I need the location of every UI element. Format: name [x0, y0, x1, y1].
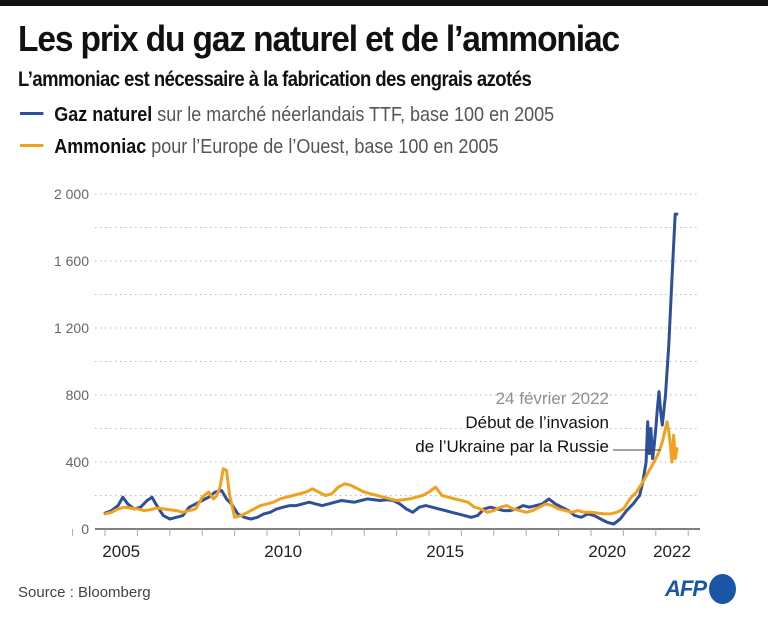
legend-desc-gas: sur le marché néerlandais TTF, base 100 …: [152, 104, 555, 126]
gridlines: [95, 193, 700, 496]
y-tick-label: 800: [66, 387, 90, 403]
legend-desc-ammonia: pour l’Europe de l’Ouest, base 100 en 20…: [146, 136, 499, 158]
x-tick-label: 2015: [426, 542, 464, 561]
legend-swatch-ammonia: [20, 144, 44, 148]
invasion-annotation: 24 février 2022 Début de l’invasion de l…: [415, 389, 661, 456]
y-tick-label: 1 600: [54, 253, 89, 269]
x-tick-label: 2005: [102, 542, 140, 561]
source-note: Source : Bloomberg: [18, 584, 151, 601]
x-tick-label: 2022: [653, 542, 691, 561]
series-lines: [103, 212, 679, 526]
x-axis: 2005 2010 2015 2020 2022: [72, 528, 700, 561]
legend-item-gas: Gaz naturel sur le marché néerlandais TT…: [20, 104, 554, 127]
y-tick-label: 2 000: [54, 186, 89, 202]
y-axis-ticks: 0 400 800 1 200 1 600 2 000: [54, 186, 89, 537]
chart-subtitle: L’ammoniac est nécessaire à la fabricati…: [18, 68, 532, 91]
series-line-ammoniac: [103, 420, 679, 519]
afp-logo: AFP: [665, 574, 736, 604]
afp-logo-text: AFP: [665, 576, 707, 601]
y-tick-label: 0: [81, 521, 89, 537]
series-line-gaz-naturel: [103, 212, 679, 526]
afp-logo-dot: [709, 574, 736, 604]
legend-label-gas: Gaz naturel: [54, 104, 153, 126]
top-bar: [0, 0, 768, 6]
legend-item-ammonia: Ammoniac pour l’Europe de l’Ouest, base …: [20, 136, 498, 159]
y-tick-label: 1 200: [54, 320, 89, 336]
x-tick-label: 2020: [588, 542, 626, 561]
annotation-line1: Début de l’invasion: [465, 413, 609, 432]
legend-swatch-gas: [20, 112, 44, 116]
legend-label-ammonia: Ammoniac: [54, 136, 147, 158]
x-tick-label: 2010: [264, 542, 302, 561]
annotation-line2: de l’Ukraine par la Russie: [415, 437, 609, 456]
annotation-date: 24 février 2022: [496, 389, 609, 408]
chart-title: Les prix du gaz naturel et de l’ammoniac: [18, 18, 620, 59]
y-tick-label: 400: [66, 454, 90, 470]
